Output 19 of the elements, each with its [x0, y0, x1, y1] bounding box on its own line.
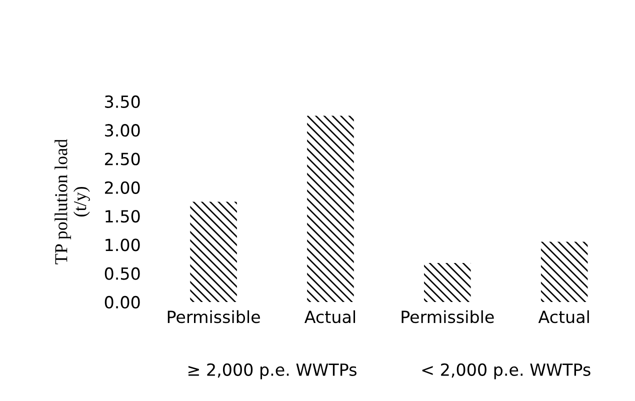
y-tick-label: 0.00 [104, 296, 140, 309]
bar [424, 263, 471, 302]
x-tick-label: Permissible [402, 310, 494, 324]
y-tick-label: 3.50 [105, 95, 140, 108]
text: ≥ 2,000 p.e. WWTPs [188, 363, 356, 380]
y-tick-label: 2.00 [105, 181, 140, 194]
y-tick-label: 1.50 [106, 210, 140, 223]
y-tick-label: 3.00 [105, 124, 140, 137]
x-tick-label: Actual [304, 310, 356, 324]
text: < 2,000 p.e. WWTPs [422, 363, 590, 380]
y-axis-title: TP pollution load (t/y) [54, 139, 90, 264]
y-tick-label: 0.50 [104, 267, 140, 280]
bar [190, 202, 237, 302]
x-tick-label: Permissible [168, 310, 260, 324]
y-tick-label: 1.00 [106, 238, 140, 252]
x-tick-label: Actual [538, 310, 589, 324]
bar [540, 242, 588, 302]
bar [307, 116, 354, 302]
y-tick-label: 2.50 [105, 152, 140, 166]
